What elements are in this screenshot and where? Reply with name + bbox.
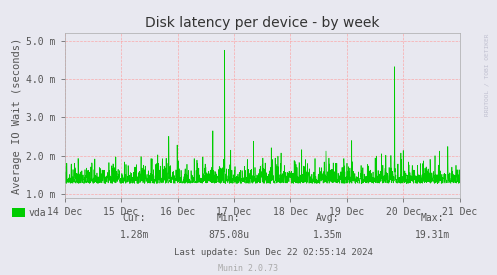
- Text: 1.28m: 1.28m: [119, 230, 149, 240]
- Y-axis label: Average IO Wait (seconds): Average IO Wait (seconds): [12, 37, 22, 194]
- Text: Avg:: Avg:: [316, 213, 340, 223]
- Text: RRDTOOL / TOBI OETIKER: RRDTOOL / TOBI OETIKER: [485, 33, 490, 116]
- Text: Max:: Max:: [420, 213, 444, 223]
- Text: 875.08u: 875.08u: [208, 230, 249, 240]
- Text: Munin 2.0.73: Munin 2.0.73: [219, 264, 278, 273]
- Text: Last update: Sun Dec 22 02:55:14 2024: Last update: Sun Dec 22 02:55:14 2024: [174, 248, 373, 257]
- Text: vda: vda: [29, 208, 46, 218]
- Text: Cur:: Cur:: [122, 213, 146, 223]
- Text: 1.35m: 1.35m: [313, 230, 343, 240]
- Title: Disk latency per device - by week: Disk latency per device - by week: [145, 16, 379, 31]
- Text: Min:: Min:: [217, 213, 241, 223]
- Text: 19.31m: 19.31m: [415, 230, 450, 240]
